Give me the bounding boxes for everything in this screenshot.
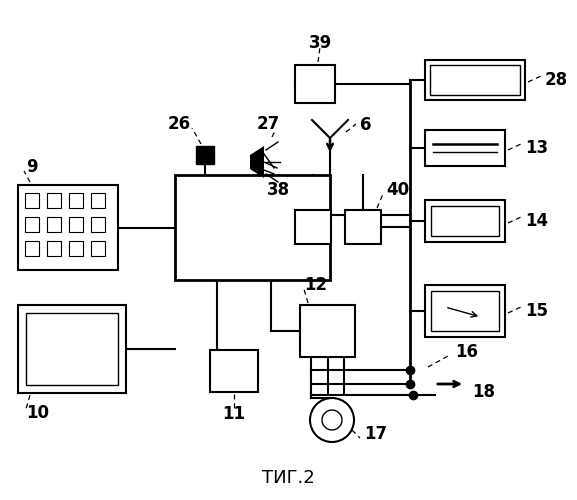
- Bar: [25, 217, 39, 232]
- Bar: [430, 65, 520, 95]
- Bar: [47, 193, 61, 208]
- Bar: [18, 185, 118, 270]
- Bar: [196, 146, 214, 164]
- Text: ΤИГ.2: ΤИГ.2: [262, 469, 315, 487]
- Bar: [47, 241, 61, 256]
- Text: 6: 6: [360, 116, 372, 134]
- Bar: [295, 65, 335, 103]
- Text: 12: 12: [304, 276, 327, 294]
- Bar: [18, 305, 126, 393]
- Bar: [300, 305, 355, 357]
- Text: 11: 11: [223, 405, 245, 423]
- Bar: [175, 175, 330, 280]
- Text: 14: 14: [525, 212, 548, 230]
- Bar: [69, 193, 83, 208]
- Bar: [431, 291, 499, 331]
- Bar: [26, 313, 118, 385]
- Text: 16: 16: [455, 343, 478, 361]
- Bar: [91, 193, 105, 208]
- Bar: [425, 285, 505, 337]
- Bar: [295, 210, 331, 244]
- Text: 27: 27: [256, 115, 280, 133]
- Text: 26: 26: [168, 115, 191, 133]
- Bar: [25, 193, 39, 208]
- Bar: [431, 206, 499, 236]
- Bar: [210, 350, 258, 392]
- Bar: [69, 241, 83, 256]
- Text: 40: 40: [386, 181, 409, 199]
- Polygon shape: [250, 146, 264, 178]
- Text: 39: 39: [308, 34, 332, 52]
- Bar: [47, 217, 61, 232]
- Bar: [425, 60, 525, 100]
- Text: 15: 15: [525, 302, 548, 320]
- Text: 28: 28: [545, 71, 568, 89]
- Text: 38: 38: [267, 181, 290, 199]
- Bar: [25, 241, 39, 256]
- Text: 17: 17: [364, 425, 387, 443]
- Text: 9: 9: [26, 158, 38, 176]
- Text: 10: 10: [26, 404, 49, 422]
- Bar: [425, 200, 505, 242]
- Bar: [425, 130, 505, 166]
- Bar: [69, 217, 83, 232]
- Text: 18: 18: [472, 383, 495, 401]
- Text: 13: 13: [525, 139, 548, 157]
- Bar: [91, 217, 105, 232]
- Bar: [345, 210, 381, 244]
- Bar: [91, 241, 105, 256]
